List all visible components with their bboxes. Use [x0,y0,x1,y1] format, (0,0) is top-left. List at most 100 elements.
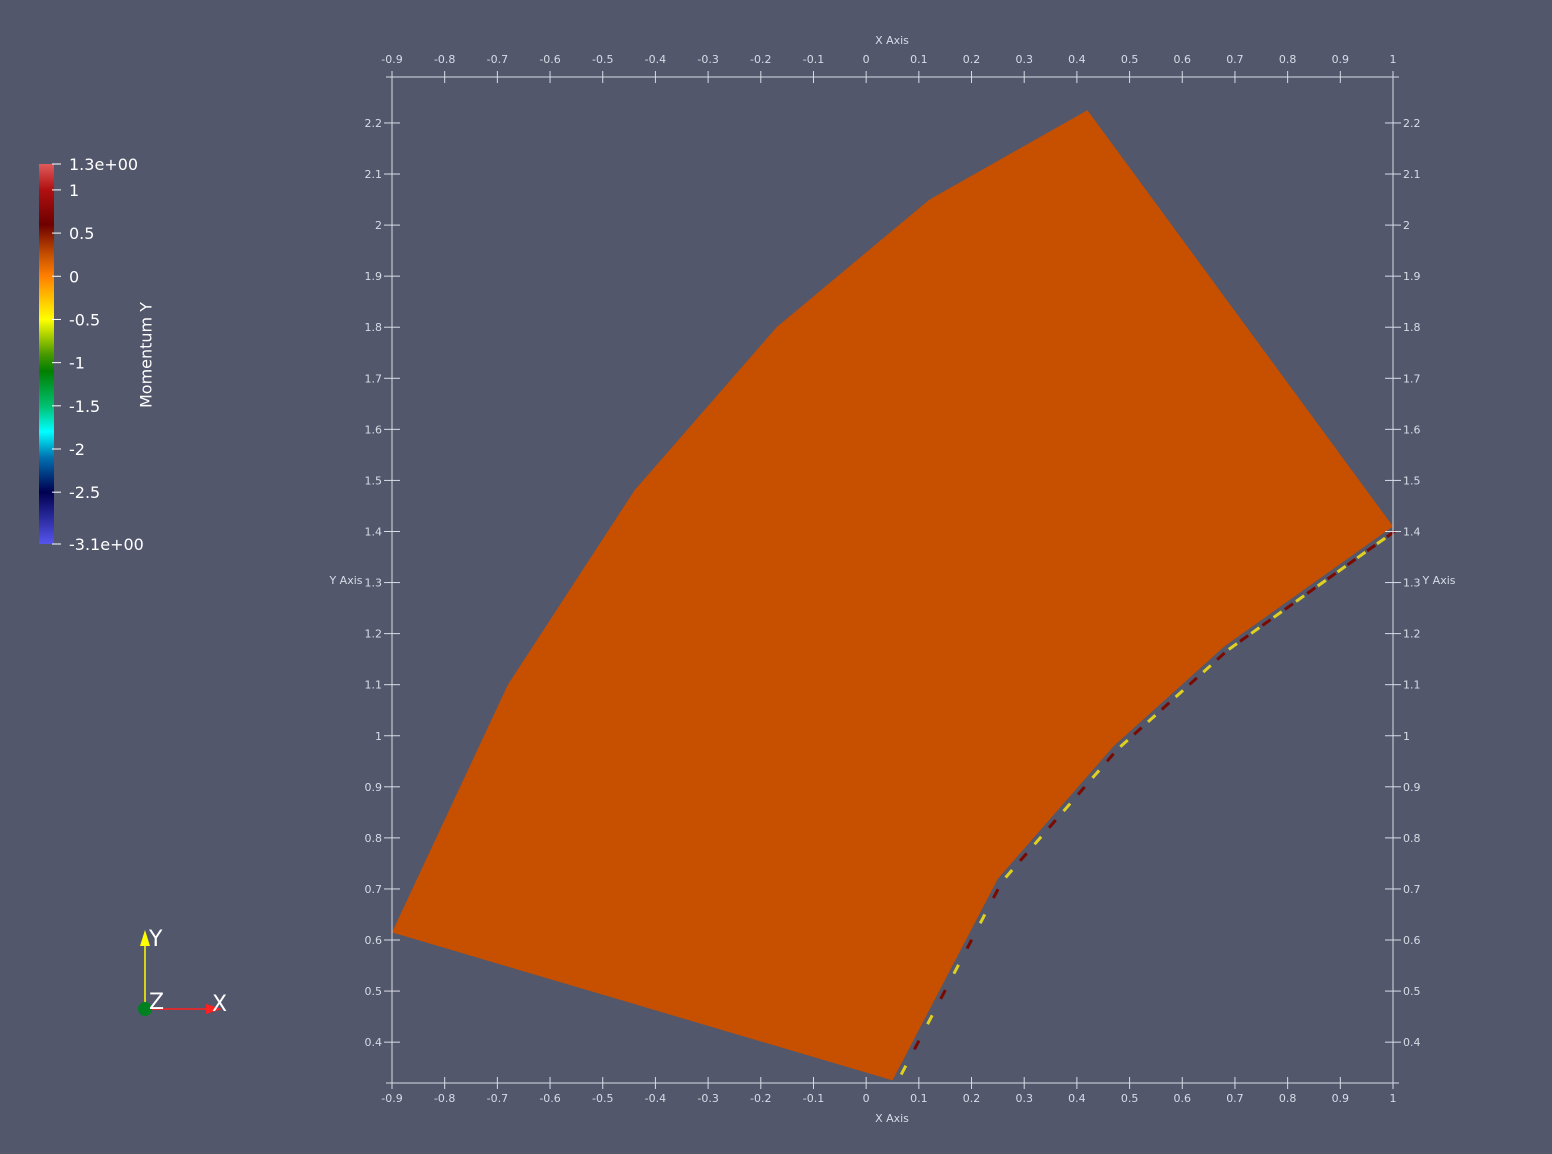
y-tick-label-left: 1.2 [365,628,383,641]
x-tick-label-bottom: -0.7 [487,1092,508,1105]
x-tick-label-top: 0.2 [963,53,981,66]
edge-oscillation-mark [992,888,1000,899]
x-tick-label-bottom: -0.5 [592,1092,613,1105]
y-tick-label-left: 2.1 [365,168,383,181]
mesh-surface [392,110,1396,1081]
z-axis-label: Z [149,990,164,1015]
colorbar-max-label: 1.3e+00 [69,155,138,174]
edge-oscillation-mark [1160,701,1171,711]
edge-oscillation-mark [899,1065,908,1076]
y-tick-label-right: 0.9 [1403,781,1421,794]
x-tick-label-bottom: -0.9 [381,1092,402,1105]
edge-oscillation-mark [1306,586,1317,595]
edge-oscillation-mark [1174,689,1185,699]
x-tick-label-bottom: 0.9 [1332,1092,1350,1105]
y-tick-label-left: 0.5 [365,985,383,998]
y-tick-label-left: 1.1 [365,679,383,692]
edge-oscillation-mark [1202,664,1212,674]
edge-oscillation-mark [1033,835,1043,846]
x-tick-label-bottom: 0.4 [1068,1092,1086,1105]
edge-oscillation-mark [978,913,987,924]
y-tick-label-right: 1.9 [1403,270,1421,283]
y-axis-arrowhead [140,930,150,946]
x-tick-label-top: -0.1 [803,53,824,66]
edge-oscillation-mark [1188,676,1198,686]
edge-oscillation-mark [1119,738,1129,748]
x-tick-label-top: 0.7 [1226,53,1244,66]
y-tick-label-left: 0.8 [365,832,383,845]
x-tick-label-bottom: -0.8 [434,1092,455,1105]
x-tick-label-bottom: 1 [1390,1092,1397,1105]
colorbar-gradient-bar [39,164,54,544]
x-tick-label-bottom: 0.8 [1279,1092,1297,1105]
edge-oscillation-mark [1250,626,1261,635]
x-tick-label-bottom: -0.6 [539,1092,560,1105]
edge-oscillation-mark [1272,610,1283,619]
edge-oscillation-mark [1316,578,1327,588]
colorbar-min-label: -3.1e+00 [69,535,144,554]
x-tick-label-top: 0.1 [910,53,928,66]
y-axis-title-left: Y Axis [328,574,362,587]
edge-oscillation-mark [1386,529,1396,539]
edge-oscillation-mark [1018,852,1028,862]
y-axis-title-right: Y Axis [1421,574,1455,587]
x-tick-label-top: 0.4 [1068,53,1086,66]
x-tick-label-bottom: -0.4 [645,1092,666,1105]
y-tick-label-left: 0.4 [365,1036,383,1049]
edge-oscillation-mark [1091,769,1101,779]
y-tick-label-left: 1.9 [365,270,383,283]
edge-oscillation-mark [952,964,960,975]
y-tick-label-left: 1 [375,730,382,743]
edge-oscillation-mark [1261,618,1272,627]
y-tick-label-right: 2.1 [1403,168,1421,181]
edge-oscillation-mark [1062,802,1072,813]
edge-oscillation-mark [1336,564,1347,574]
y-tick-label-right: 1.3 [1403,577,1421,590]
y-tick-label-left: 2 [375,219,382,232]
y-tick-label-left: 1.5 [365,474,383,487]
x-tick-label-bottom: 0.7 [1226,1092,1244,1105]
x-tick-label-bottom: -0.1 [803,1092,824,1105]
x-tick-label-bottom: 0.3 [1015,1092,1033,1105]
x-tick-label-top: -0.8 [434,53,455,66]
y-tick-label-right: 1.5 [1403,474,1421,487]
edge-oscillation-mark [1346,557,1357,567]
edge-oscillation-mark [1356,550,1367,560]
y-tick-label-right: 0.4 [1403,1036,1421,1049]
y-tick-label-right: 1.6 [1403,423,1421,436]
x-tick-label-top: 0.5 [1121,53,1139,66]
x-tick-label-top: -0.9 [381,53,402,66]
y-tick-label-right: 0.8 [1403,832,1421,845]
orientation-axes-widget[interactable]: Y X Z [138,927,227,1017]
axes-grid: -0.9 -0.9 -0.8 -0.8 -0.7 -0.7 -0.6 -0.6 -0.5 -0.5… [328,34,1455,1125]
edge-oscillation-mark [1076,785,1086,796]
y-tick-label-left: 1.4 [365,525,383,538]
colorbar-tick-label: -2 [69,440,85,459]
x-tick-label-bottom: -0.2 [750,1092,771,1105]
edge-oscillation-mark [913,1039,921,1051]
y-tick-label-right: 1.1 [1403,679,1421,692]
z-axis-dot [138,1002,152,1016]
y-tick-label-right: 0.6 [1403,934,1421,947]
edge-oscillation-mark [1105,752,1115,763]
momentum-field-surface [392,110,1393,1081]
x-tick-label-top: -0.4 [645,53,666,66]
y-tick-label-left: 0.7 [365,883,383,896]
y-tick-label-right: 1 [1403,730,1410,743]
colorbar-tick-label: 0.5 [69,224,94,243]
edge-oscillation-mark [1366,543,1377,553]
colorbar-tick-label: -1 [69,354,85,373]
edge-oscillation-mark [965,938,974,950]
colorbar[interactable]: 1.3e+00 1 0.5 0 -0.5 -1 -1.5 -2 -2.5 -3.1e+00 [39,155,144,554]
x-tick-label-top: 0 [863,53,870,66]
y-tick-label-right: 1.2 [1403,628,1421,641]
x-tick-label-top: 1 [1390,53,1397,66]
edge-oscillation-mark [1295,594,1306,603]
x-tick-label-top: 0.6 [1174,53,1192,66]
edge-oscillation-mark [1133,726,1143,736]
y-tick-label-left: 0.6 [365,934,383,947]
x-tick-label-bottom: -0.3 [697,1092,718,1105]
y-tick-label-right: 0.5 [1403,985,1421,998]
y-axis-label: Y [148,927,163,952]
